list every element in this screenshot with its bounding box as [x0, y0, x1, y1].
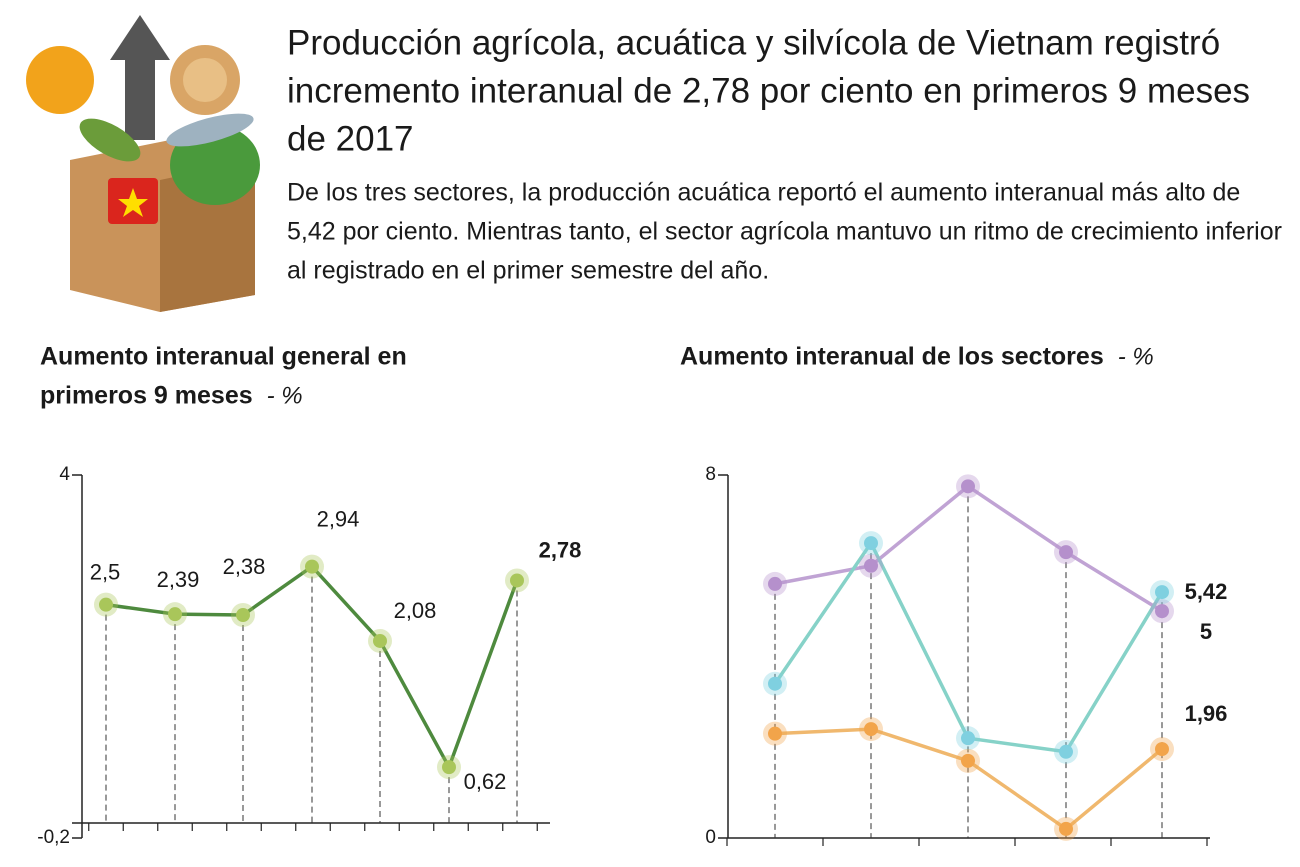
marker	[1155, 604, 1169, 619]
value-label: 5,42	[1185, 579, 1228, 604]
illustration	[26, 15, 260, 312]
marker	[768, 676, 782, 691]
subtitle-line: al registrado en el primer semestre del …	[287, 257, 769, 285]
marker	[961, 753, 975, 768]
value-label: 2,94	[317, 506, 360, 531]
marker	[236, 608, 250, 623]
title-line: de 2017	[287, 119, 414, 158]
subtitle-line: De los tres sectores, la producción acuá…	[287, 179, 1240, 207]
title-line: incremento interanual de 2,78 por ciento…	[287, 71, 1250, 110]
y-tick-label: 0	[705, 827, 716, 848]
value-label: 2,39	[157, 567, 200, 592]
y-tick-label: 8	[705, 464, 716, 485]
y-tick-label: 4	[59, 464, 70, 485]
marker	[99, 597, 113, 612]
marker	[1059, 744, 1073, 759]
marker	[510, 573, 524, 588]
value-label: 2,78	[539, 537, 582, 562]
chart-title: Aumento interanual de los sectores	[680, 343, 1104, 371]
value-label: 2,08	[394, 598, 437, 623]
marker	[168, 607, 182, 622]
marker	[1059, 545, 1073, 560]
y-tick-label: -0,2	[37, 827, 70, 848]
marker	[961, 479, 975, 494]
title-line: Producción agrícola, acuática y silvícol…	[287, 23, 1220, 62]
chart-title: Aumento interanual general en	[40, 343, 407, 371]
marker	[864, 722, 878, 737]
marker	[305, 559, 319, 574]
marker	[864, 558, 878, 573]
value-label: 2,5	[90, 559, 121, 584]
marker	[768, 726, 782, 741]
chart-title: primeros 9 meses	[40, 382, 253, 410]
value-label: 5	[1200, 619, 1212, 644]
marker	[864, 536, 878, 551]
marker	[1155, 742, 1169, 757]
marker	[1155, 585, 1169, 600]
marker	[373, 633, 387, 648]
marker	[1059, 821, 1073, 836]
chart-unit: - %	[1118, 343, 1154, 370]
value-label: 2,38	[223, 554, 266, 579]
marker	[961, 731, 975, 746]
marker	[768, 576, 782, 591]
chart-unit: - %	[267, 382, 303, 409]
marker	[442, 760, 456, 775]
value-label: 0,62	[464, 769, 507, 794]
value-label: 1,96	[1185, 701, 1228, 726]
subtitle-line: 5,42 por ciento. Mientras tanto, el sect…	[287, 218, 1282, 246]
